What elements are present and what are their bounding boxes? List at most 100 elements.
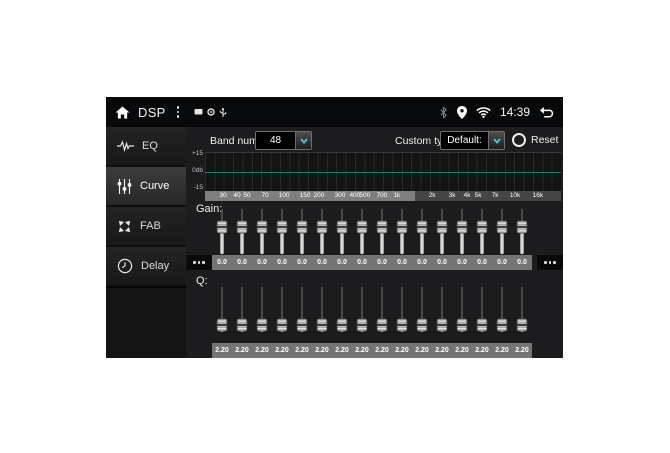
gain-value: 0.0 <box>217 259 227 266</box>
q-slider-thumb[interactable] <box>376 318 388 332</box>
gain-slider-thumb[interactable] <box>356 220 368 234</box>
freq-label: 50 <box>243 192 251 199</box>
sidebar-item-delay[interactable]: Delay <box>106 247 186 285</box>
gain-slider-thumb[interactable] <box>276 220 288 234</box>
q-slider[interactable] <box>352 287 372 333</box>
q-slider[interactable] <box>372 287 392 333</box>
gain-slider[interactable] <box>412 209 432 255</box>
q-slider-thumb[interactable] <box>336 318 348 332</box>
gain-value: 0.0 <box>337 259 347 266</box>
gain-slider[interactable] <box>372 209 392 255</box>
gain-slider-thumb[interactable] <box>216 220 228 234</box>
gain-slider-thumb[interactable] <box>376 220 388 234</box>
gain-slider-thumb[interactable] <box>256 220 268 234</box>
gain-slider[interactable] <box>352 209 372 255</box>
freq-label: 7k <box>491 192 499 199</box>
sliders-icon <box>117 178 132 194</box>
gain-slider-thumb[interactable] <box>496 220 508 234</box>
sidebar-item-label: Curve <box>140 180 170 192</box>
freq-label: 2k <box>428 192 436 199</box>
gain-slider-thumb[interactable] <box>396 220 408 234</box>
freq-label: 200 <box>313 192 325 199</box>
reset-button[interactable]: Reset <box>512 133 558 147</box>
custom-type-select[interactable]: Default: <box>440 131 505 150</box>
q-slider[interactable] <box>492 287 512 333</box>
q-slider-thumb[interactable] <box>456 318 468 332</box>
gain-slider[interactable] <box>272 209 292 255</box>
q-slider[interactable] <box>412 287 432 333</box>
q-value: 2.20 <box>375 347 389 354</box>
gain-slider-thumb[interactable] <box>476 220 488 234</box>
gain-slider[interactable] <box>392 209 412 255</box>
q-slider[interactable] <box>472 287 492 333</box>
gain-slider-thumb[interactable] <box>316 220 328 234</box>
gain-value: 0.0 <box>477 259 487 266</box>
q-slider-thumb[interactable] <box>476 318 488 332</box>
gain-slider[interactable] <box>312 209 332 255</box>
q-slider[interactable] <box>432 287 452 333</box>
q-slider-thumb[interactable] <box>316 318 328 332</box>
q-slider-thumb[interactable] <box>356 318 368 332</box>
gain-slider-thumb[interactable] <box>516 220 528 234</box>
q-slider[interactable] <box>212 287 232 333</box>
eq-flat-curve-line <box>205 172 561 173</box>
sidebar-item-curve[interactable]: Curve <box>106 167 186 205</box>
overflow-menu-icon[interactable] <box>174 106 183 118</box>
gain-slider[interactable] <box>252 209 272 255</box>
gain-slider-thumb[interactable] <box>296 220 308 234</box>
gain-slider[interactable] <box>432 209 452 255</box>
sidebar-item-fab[interactable]: FAB <box>106 207 186 245</box>
q-slider[interactable] <box>272 287 292 333</box>
gain-slider-thumb[interactable] <box>236 220 248 234</box>
gain-slider-thumb[interactable] <box>416 220 428 234</box>
gain-slider[interactable] <box>452 209 472 255</box>
q-value: 2.20 <box>235 347 249 354</box>
q-slider[interactable] <box>312 287 332 333</box>
q-slider[interactable] <box>252 287 272 333</box>
q-value: 2.20 <box>395 347 409 354</box>
q-slider[interactable] <box>392 287 412 333</box>
q-slider-thumb[interactable] <box>236 318 248 332</box>
gain-slider[interactable] <box>292 209 312 255</box>
home-icon[interactable] <box>115 105 130 119</box>
freq-label: 400 <box>349 192 361 199</box>
q-slider-thumb[interactable] <box>436 318 448 332</box>
q-values: 2.20 2.20 2.20 2.20 2.20 2.20 2.20 2.20 2.20 2.20… <box>212 343 532 358</box>
q-slider-thumb[interactable] <box>516 318 528 332</box>
sidebar-item-eq[interactable]: EQ <box>106 127 186 165</box>
back-icon[interactable] <box>539 106 554 119</box>
gain-slider[interactable] <box>212 209 232 255</box>
app-title: DSP <box>138 104 166 120</box>
q-slider-thumb[interactable] <box>256 318 268 332</box>
q-slider-thumb[interactable] <box>416 318 428 332</box>
freq-label: 5k <box>474 192 482 199</box>
q-slider[interactable] <box>292 287 312 333</box>
q-value: 2.20 <box>455 347 469 354</box>
gain-scroll-left-button[interactable] <box>186 255 212 270</box>
q-slider[interactable] <box>332 287 352 333</box>
q-value: 2.20 <box>475 347 489 354</box>
gain-scroll-right-button[interactable] <box>537 255 563 270</box>
curve-panel: Band num: 48 Custom type: Default: Reset… <box>186 127 563 358</box>
custom-type-value: Default: <box>447 135 482 146</box>
q-slider[interactable] <box>452 287 472 333</box>
q-slider[interactable] <box>232 287 252 333</box>
gain-slider[interactable] <box>332 209 352 255</box>
gain-slider-thumb[interactable] <box>436 220 448 234</box>
q-slider-thumb[interactable] <box>496 318 508 332</box>
gain-sliders <box>212 209 532 255</box>
q-slider-thumb[interactable] <box>276 318 288 332</box>
gain-slider[interactable] <box>472 209 492 255</box>
q-slider-thumb[interactable] <box>396 318 408 332</box>
gain-slider-thumb[interactable] <box>336 220 348 234</box>
gain-slider-thumb[interactable] <box>456 220 468 234</box>
gain-slider[interactable] <box>492 209 512 255</box>
q-slider[interactable] <box>512 287 532 333</box>
q-slider-thumb[interactable] <box>296 318 308 332</box>
gain-slider[interactable] <box>512 209 532 255</box>
gain-slider[interactable] <box>232 209 252 255</box>
q-slider-thumb[interactable] <box>216 318 228 332</box>
band-num-select[interactable]: 48 <box>255 131 312 150</box>
location-pin-icon <box>456 105 467 119</box>
reset-label: Reset <box>531 134 559 146</box>
